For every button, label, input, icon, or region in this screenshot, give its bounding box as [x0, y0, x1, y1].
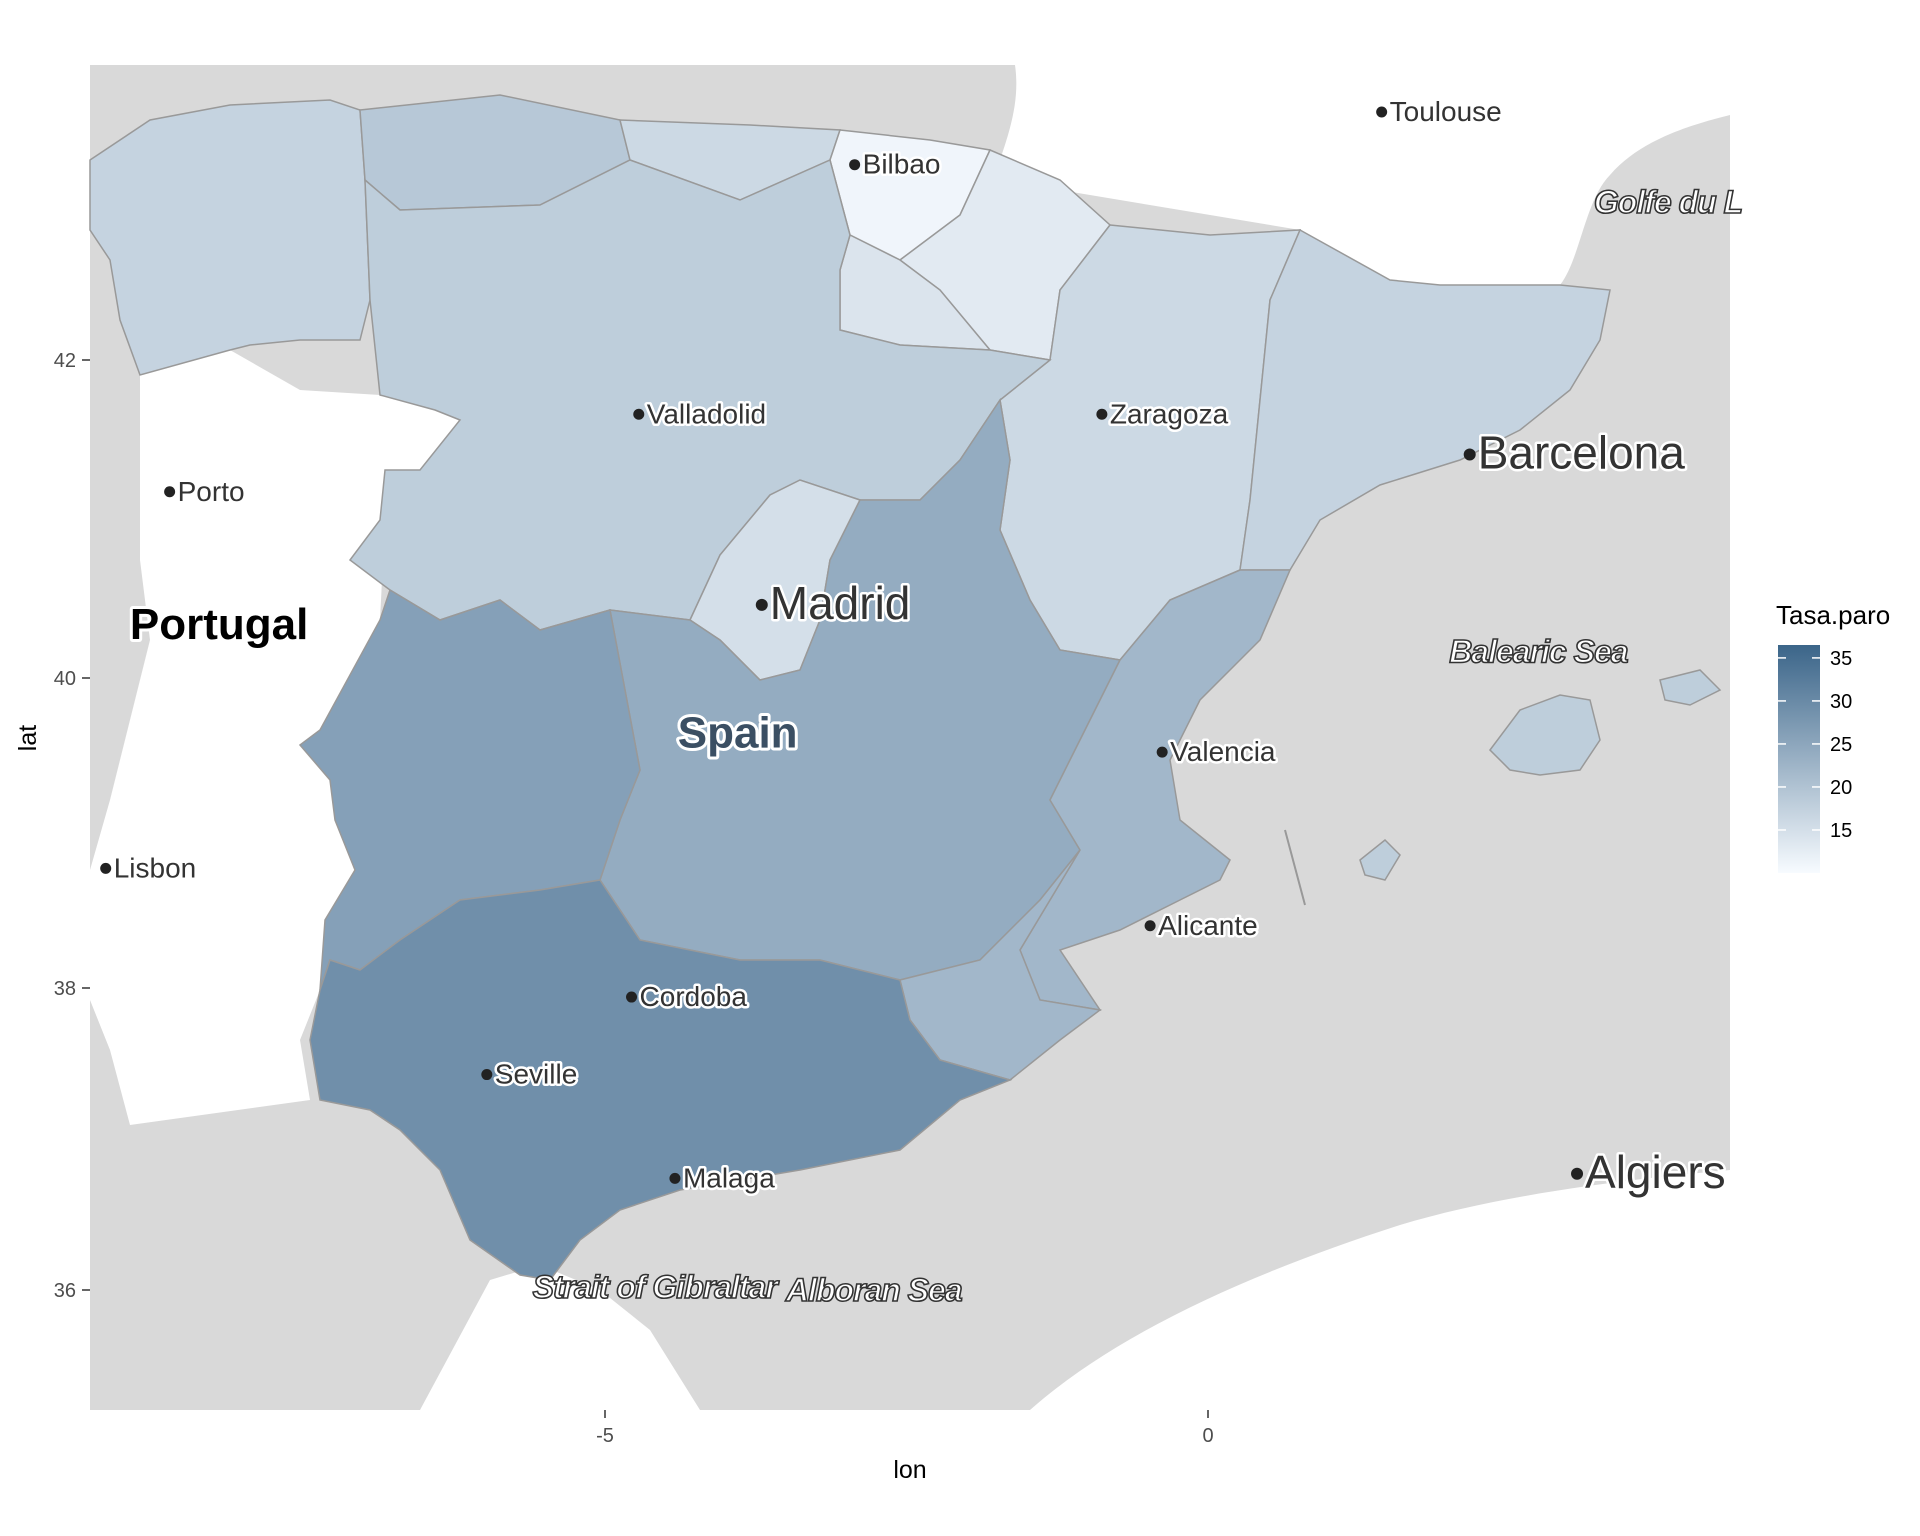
x-tick-label-0: 0 [1202, 1425, 1213, 1447]
city-label-lisbon: Lisbon [114, 852, 197, 883]
city-marker-alicante [1144, 920, 1156, 932]
region-baleares [1359, 669, 1722, 881]
region-andalucia [309, 879, 1013, 1281]
country-label-spain: Spain [678, 709, 798, 758]
y-tick-label-40: 40 [54, 668, 76, 690]
sea-label-gibraltar: Strait of Gibraltar [533, 1269, 780, 1305]
city-marker-valladolid [633, 408, 645, 420]
city-label-valencia: Valencia [1170, 736, 1276, 767]
city-marker-porto [164, 486, 176, 498]
country-labels: Portugal Spain [127, 597, 801, 761]
region-galicia [89, 99, 371, 376]
x-axis: -5 0 lon [596, 1410, 1214, 1484]
city-label-madrid: Madrid [770, 577, 911, 629]
region-cataluna [1239, 228, 1611, 571]
city-marker-zaragoza [1096, 408, 1108, 420]
x-tick-label-neg5: -5 [596, 1425, 614, 1447]
city-label-algiers: Algiers [1585, 1146, 1726, 1198]
sea-labels: Golfe du L Balearic Sea Strait of Gibral… [532, 183, 1744, 1309]
land-africa [420, 1170, 1730, 1410]
city-label-cordoba: Cordoba [640, 981, 748, 1012]
legend: Tasa.paro 15 20 25 30 35 [1776, 600, 1890, 873]
city-marker-algiers [1571, 1167, 1584, 1180]
map-panel: Portugal Spain Golfe du L Balearic Sea S… [89, 65, 1744, 1410]
city-label-toulouse: Toulouse [1390, 96, 1502, 127]
y-axis: 42 40 38 36 lat [14, 350, 90, 1302]
city-marker-bilbao [849, 159, 861, 171]
y-tick-label-36: 36 [54, 1280, 76, 1302]
city-marker-seville [481, 1069, 493, 1081]
sea-label-golfe: Golfe du L [1594, 184, 1742, 220]
city-marker-barcelona [1463, 448, 1476, 461]
land-france [1000, 65, 1730, 285]
city-marker-valencia [1156, 746, 1168, 758]
city-label-valladolid: Valladolid [647, 398, 766, 429]
regions-layer [89, 94, 1722, 1281]
sea-label-balearic: Balearic Sea [1449, 633, 1628, 669]
cities-layer: Toulouse Bilbao Valladolid Zaragoza Barcelon… [100, 94, 1728, 1200]
sea-label-alboran: Alboran Sea [785, 1272, 962, 1308]
city-marker-toulouse [1376, 106, 1388, 118]
country-label-portugal: Portugal [130, 600, 308, 649]
city-label-alicante: Alicante [1158, 910, 1258, 941]
city-label-seville: Seville [495, 1059, 577, 1090]
city-marker-malaga [669, 1172, 681, 1184]
city-label-porto: Porto [178, 476, 245, 507]
legend-colorbar [1778, 645, 1820, 873]
x-axis-title: lon [893, 1456, 926, 1484]
legend-tick-label: 25 [1830, 734, 1852, 756]
legend-tick-label: 20 [1830, 777, 1852, 799]
legend-tick-label: 35 [1830, 648, 1852, 670]
legend-tick-label: 15 [1830, 820, 1852, 842]
city-label-bilbao: Bilbao [863, 149, 941, 180]
region-valencia [1019, 569, 1292, 1012]
decorative-line [1284, 829, 1306, 906]
y-tick-label-38: 38 [54, 978, 76, 1000]
city-label-malaga: Malaga [683, 1162, 775, 1193]
y-axis-title: lat [14, 725, 42, 751]
city-label-barcelona: Barcelona [1478, 427, 1686, 479]
city-marker-cordoba [626, 991, 638, 1003]
city-marker-madrid [755, 598, 768, 611]
city-marker-lisbon [100, 862, 112, 874]
y-tick-label-42: 42 [54, 350, 76, 372]
legend-tick-label: 30 [1830, 691, 1852, 713]
legend-title: Tasa.paro [1776, 600, 1890, 630]
city-label-zaragoza: Zaragoza [1110, 398, 1229, 429]
legend-ticks: 15 20 25 30 35 [1778, 648, 1852, 842]
